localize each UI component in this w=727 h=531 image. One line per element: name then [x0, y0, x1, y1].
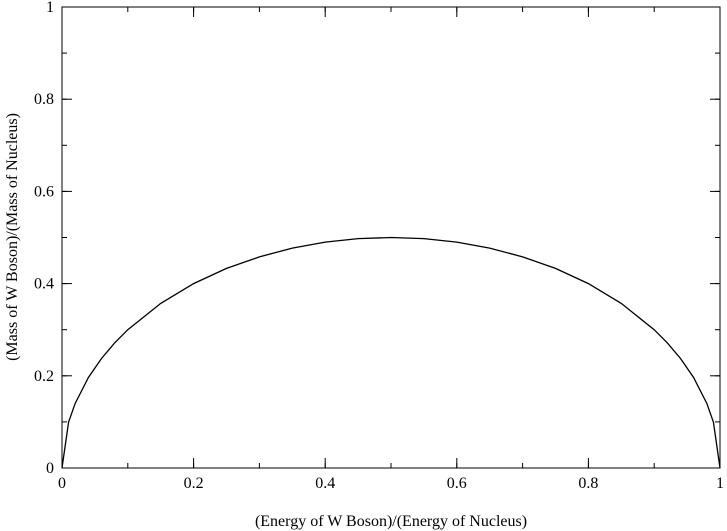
- y-tick-label: 0: [46, 460, 54, 477]
- y-tick-label: 0.6: [34, 183, 54, 200]
- x-tick-label: 0: [58, 475, 66, 492]
- axis-tick-labels: 0 0.2 0.4 0.6 0.8 1 0 0.2 0.4 0.6 0.8 1: [34, 0, 724, 492]
- x-axis-label: (Energy of W Boson)/(Energy of Nucleus): [255, 513, 527, 530]
- x-tick-label: 1: [716, 475, 724, 492]
- x-tick-label: 0.6: [447, 475, 467, 492]
- y-axis-label: (Mass of W Boson)/(Mass of Nucleus): [4, 113, 21, 361]
- y-tick-label: 0.4: [34, 276, 54, 293]
- series-line: [61, 236, 721, 469]
- y-tick-label: 0.2: [34, 368, 54, 385]
- y-tick-label: 1: [46, 0, 54, 16]
- x-tick-label: 0.2: [184, 475, 204, 492]
- x-tick-label: 0.4: [315, 475, 335, 492]
- y-tick-label: 0.8: [34, 91, 54, 108]
- x-tick-label: 0.8: [578, 475, 598, 492]
- axis-ticks: [61, 6, 721, 469]
